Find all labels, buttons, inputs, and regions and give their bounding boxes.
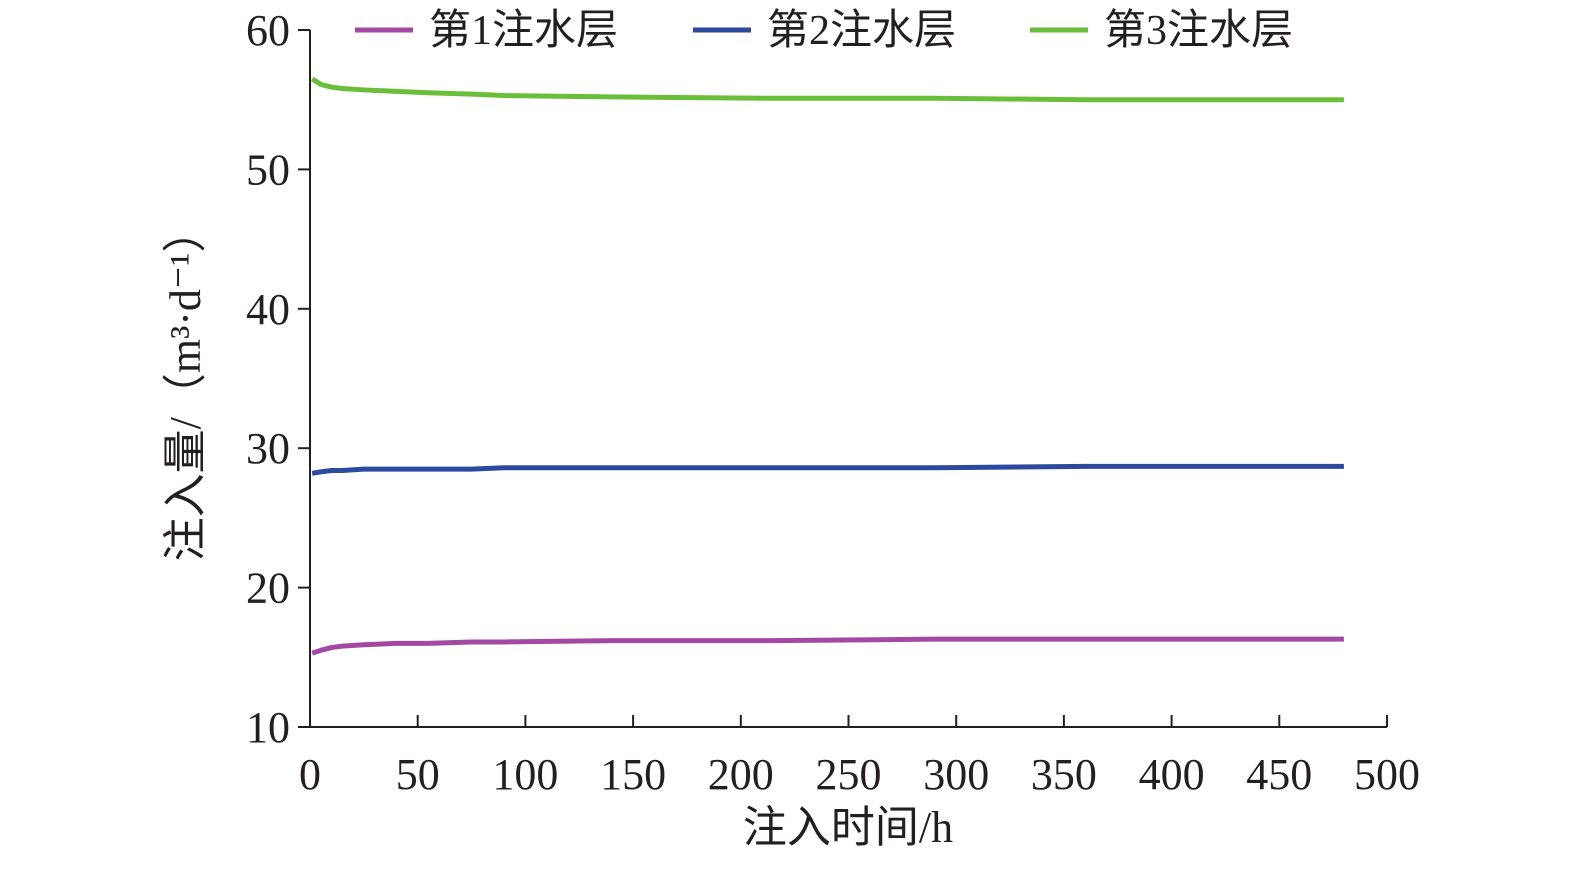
y-tick-label: 50: [246, 145, 290, 194]
series-line: [311, 636, 1344, 656]
x-tick-label: 200: [708, 750, 774, 799]
y-axis-title: 注入量/（m³·d⁻¹）: [161, 209, 210, 562]
x-tick-label: 50: [396, 750, 440, 799]
y-tick-label: 10: [246, 703, 290, 752]
series-line: [310, 76, 1344, 103]
x-tick-label: 100: [492, 750, 558, 799]
x-tick-label: 500: [1354, 750, 1420, 799]
x-tick-label: 350: [1031, 750, 1097, 799]
x-tick-label: 450: [1246, 750, 1312, 799]
y-tick-label: 60: [246, 6, 290, 55]
x-tick-label: 0: [299, 750, 321, 799]
x-tick-label: 250: [816, 750, 882, 799]
y-tick-label: 20: [246, 564, 290, 613]
x-tick-label: 150: [600, 750, 666, 799]
y-tick-label: 40: [246, 285, 290, 334]
x-tick-label: 300: [923, 750, 989, 799]
legend-label: 第2注水层: [767, 7, 956, 54]
legend-label: 第3注水层: [1104, 7, 1293, 54]
series-line: [311, 463, 1344, 476]
x-axis-title: 注入时间/h: [743, 803, 953, 852]
legend-label: 第1注水层: [429, 7, 618, 54]
y-tick-label: 30: [246, 424, 290, 473]
x-tick-label: 400: [1139, 750, 1205, 799]
